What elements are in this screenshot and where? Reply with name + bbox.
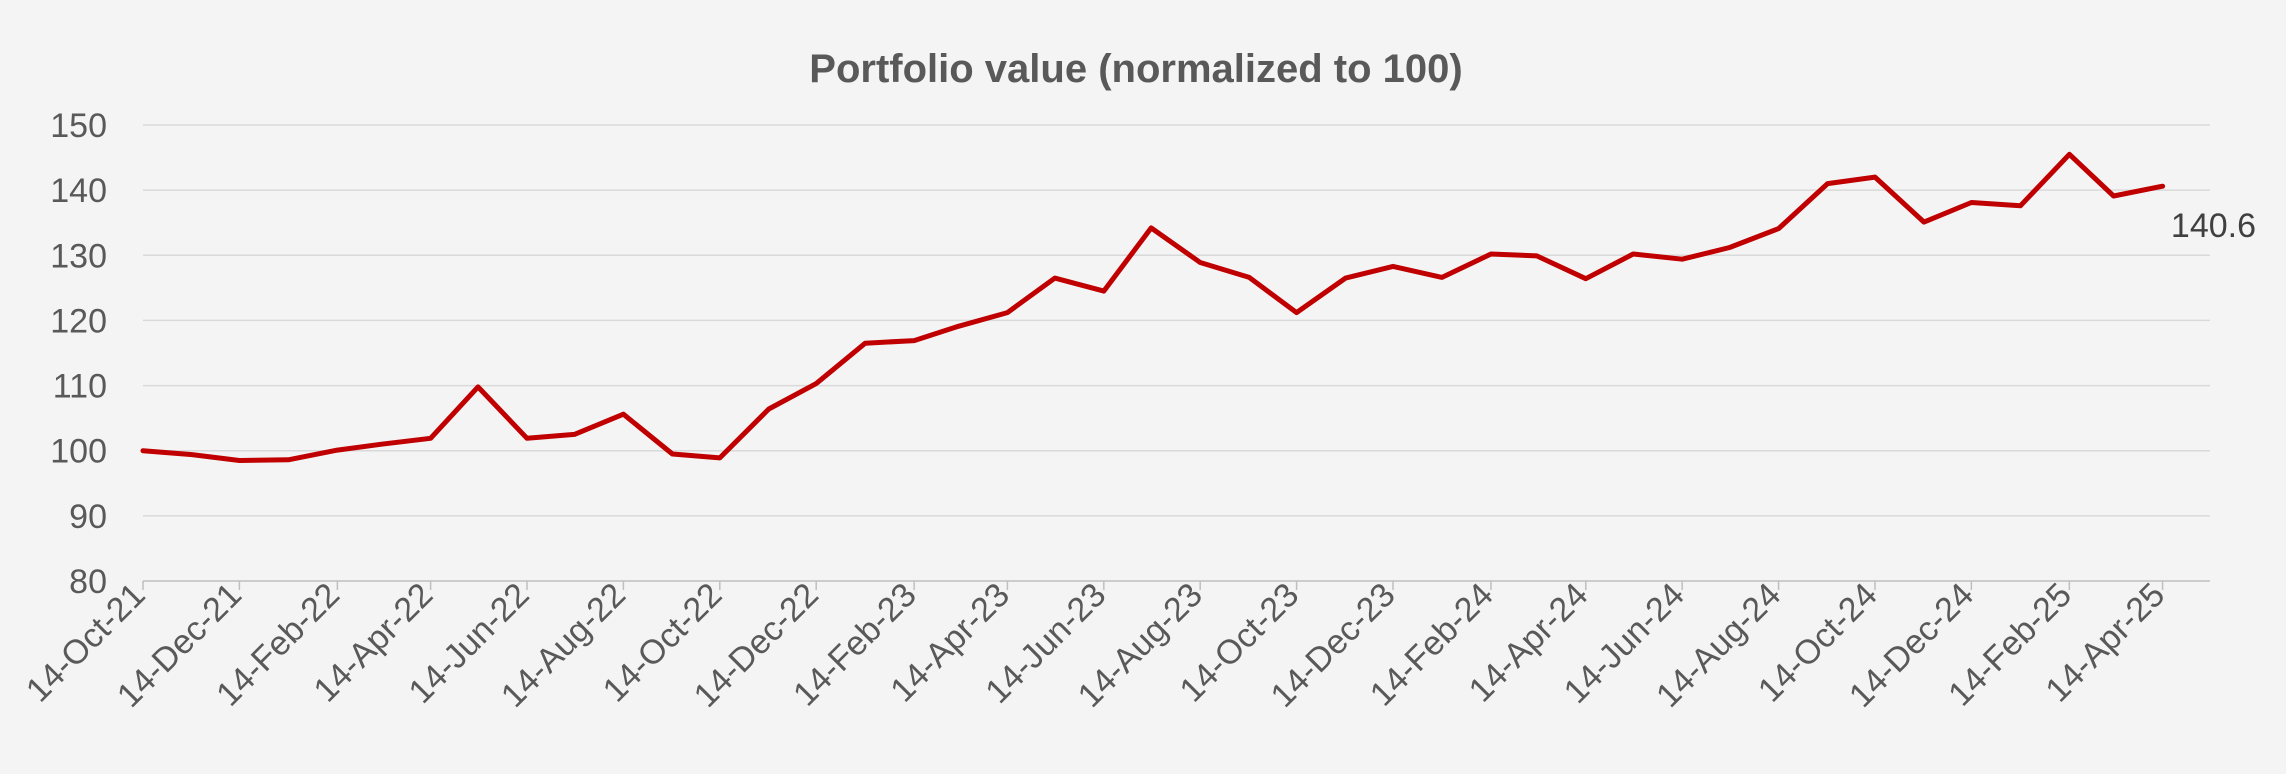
end-value-label: 140.6 [2171,207,2256,245]
y-tick-label: 90 [69,498,107,536]
y-tick-label: 150 [50,107,107,145]
y-tick-label: 80 [69,563,107,601]
chart-title: Portfolio value (normalized to 100) [809,47,1462,91]
y-tick-label: 100 [50,433,107,471]
y-tick-label: 110 [53,368,107,406]
y-tick-label: 120 [50,302,107,340]
portfolio-value-line [140,151,2166,463]
y-tick-label: 130 [50,237,107,275]
y-tick-label: 140 [50,172,107,210]
